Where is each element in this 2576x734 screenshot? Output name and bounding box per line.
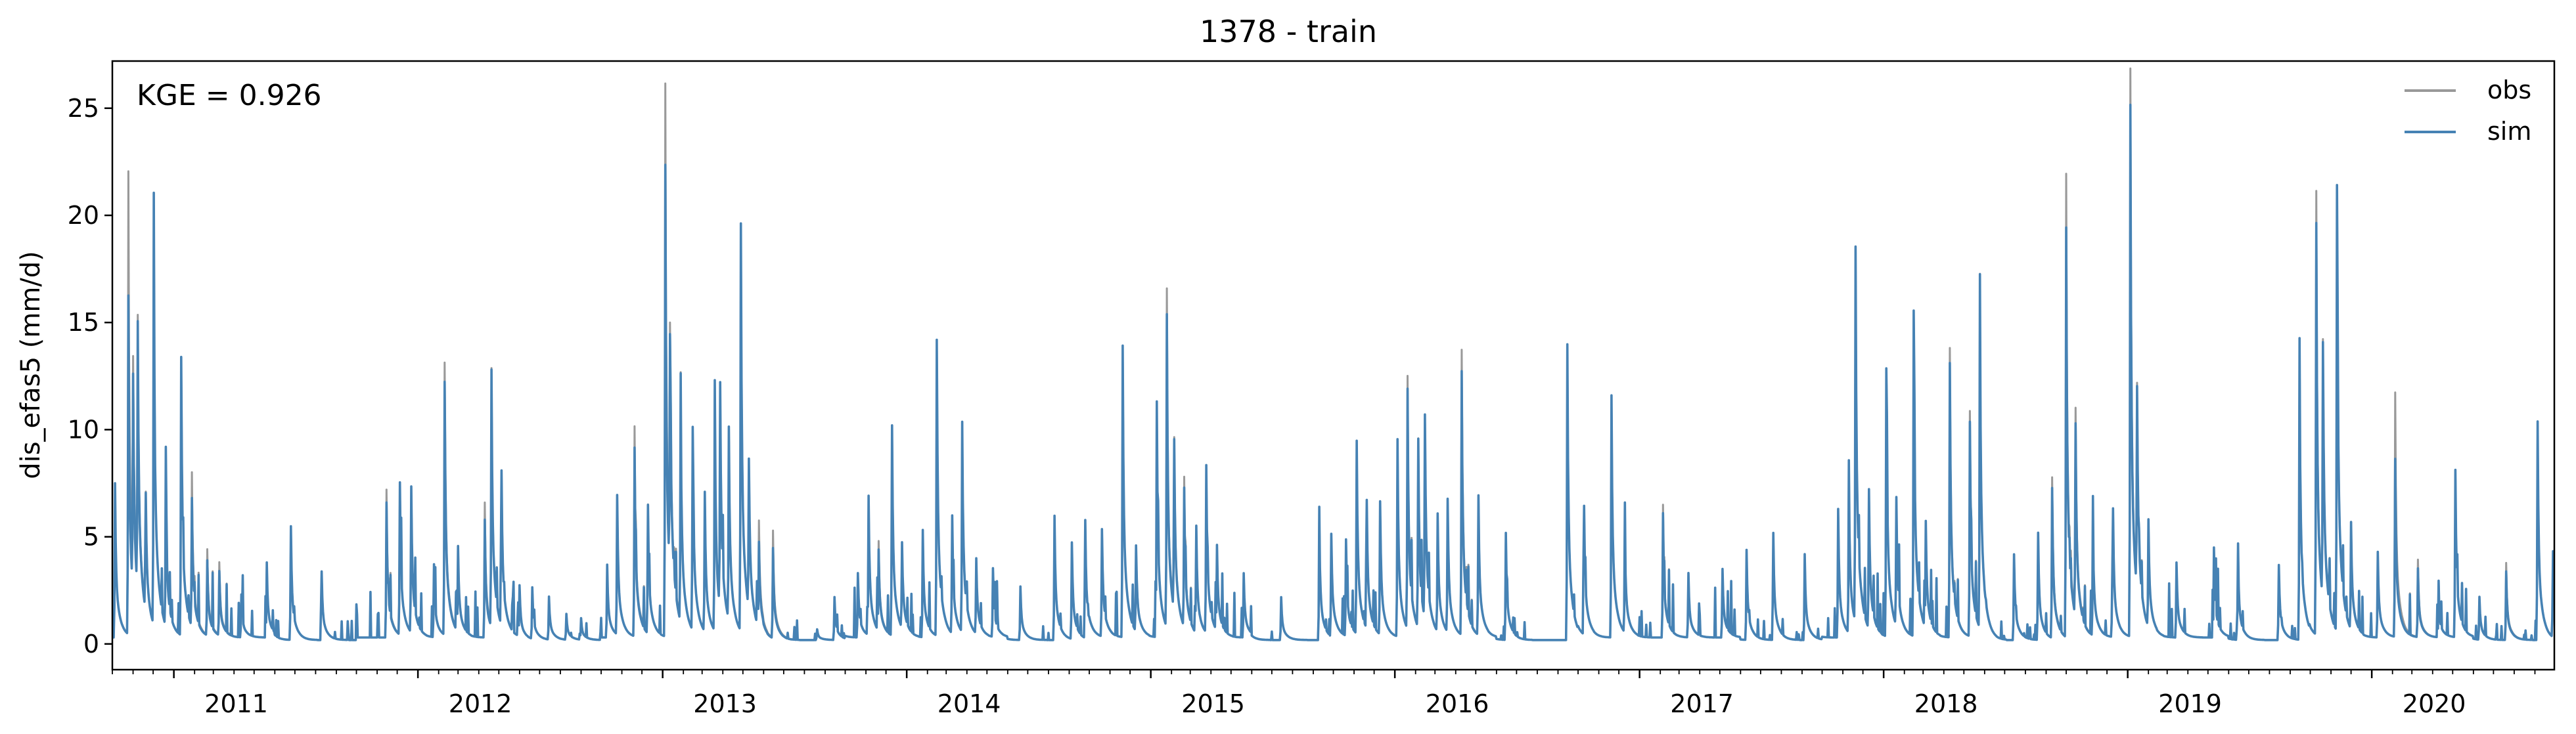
legend: obs sim — [2405, 76, 2531, 146]
y-tick-label: 25 — [68, 94, 99, 123]
y-axis: 0 5 10 15 20 25 — [68, 94, 112, 658]
y-tick-label: 15 — [68, 308, 99, 337]
y-tick-label: 10 — [68, 415, 99, 444]
kge-annotation: KGE = 0.926 — [137, 79, 322, 112]
series-line-sim — [112, 103, 2554, 641]
x-tick-label: 2016 — [1426, 689, 1489, 718]
y-axis-label: dis_efas5 (mm/d) — [16, 251, 46, 479]
y-tick-label: 0 — [83, 630, 99, 658]
x-tick-label: 2012 — [449, 689, 512, 718]
legend-label-sim: sim — [2487, 117, 2531, 146]
x-tick-label: 2011 — [204, 689, 268, 718]
x-tick-label: 2017 — [1670, 689, 1734, 718]
x-tick-label: 2013 — [693, 689, 757, 718]
y-tick-label: 20 — [68, 201, 99, 230]
x-axis: 2011 2012 2013 2014 2015 2016 2017 2018 2019 2020 — [112, 670, 2536, 718]
x-tick-label: 2014 — [938, 689, 1001, 718]
y-tick-label: 5 — [83, 523, 99, 551]
chart-title: 1378 - train — [1200, 14, 1377, 49]
series-layer — [112, 67, 2554, 641]
legend-label-obs: obs — [2487, 76, 2531, 104]
x-tick-label: 2020 — [2403, 689, 2466, 718]
x-tick-label: 2019 — [2158, 689, 2222, 718]
x-tick-label: 2018 — [1914, 689, 1978, 718]
x-tick-label: 2015 — [1181, 689, 1245, 718]
